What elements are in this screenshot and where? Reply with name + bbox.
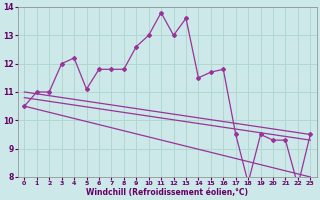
- X-axis label: Windchill (Refroidissement éolien,°C): Windchill (Refroidissement éolien,°C): [86, 188, 248, 197]
